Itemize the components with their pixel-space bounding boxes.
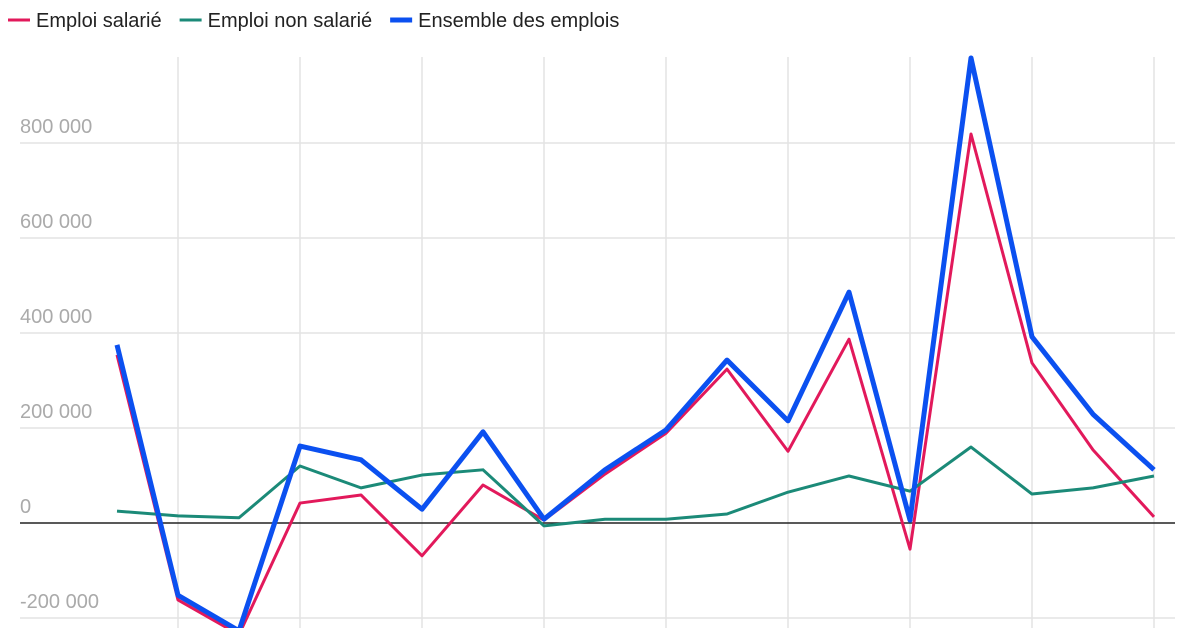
plot-area	[114, 55, 1156, 628]
series-line	[114, 55, 1156, 628]
y-tick-label: 600 000	[20, 211, 92, 233]
y-tick-label: -200 000	[20, 591, 99, 613]
y-tick-label: 200 000	[20, 401, 92, 423]
y-tick-label: 800 000	[20, 116, 92, 138]
legend: Emploi salarié Emploi non salarié Ensemble…	[8, 10, 619, 32]
y-tick-label: 400 000	[20, 306, 92, 328]
legend-label: Emploi non salarié	[208, 10, 373, 32]
legend-label: Emploi salarié	[36, 10, 162, 32]
grid: -200 000 0 200 000 400 000 600 000 800 000	[20, 57, 1175, 628]
y-tick-label: 0	[20, 496, 31, 518]
series-line	[116, 445, 1155, 528]
series-line	[115, 132, 1156, 628]
legend-label: Ensemble des emplois	[418, 10, 619, 32]
